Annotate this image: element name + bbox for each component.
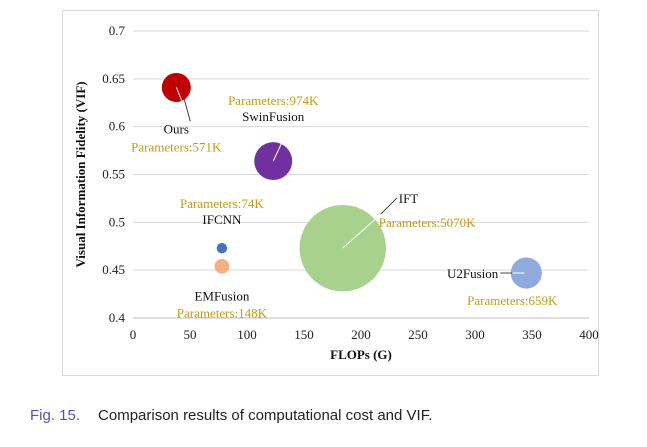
method-label-u2fusion: U2Fusion [447, 266, 499, 281]
params-label-swinfusion: Parameters:974K [228, 93, 319, 108]
y-tick-label: 0.45 [102, 262, 125, 277]
x-tick-label: 300 [465, 327, 485, 342]
x-tick-label: 50 [184, 327, 197, 342]
x-tick-label: 350 [522, 327, 542, 342]
y-tick-label: 0.4 [109, 310, 126, 325]
params-label-emfusion: Parameters:148K [177, 305, 268, 320]
bubble-swinfusion [254, 142, 293, 181]
caption-figure-number: Fig. 15. [30, 407, 81, 424]
leader-line-ift [342, 197, 400, 249]
params-label-ifcnn: Parameters:74K [180, 196, 264, 211]
method-label-ours: Ours [164, 121, 189, 136]
bubble-ifcnn [216, 242, 228, 254]
x-tick-label: 100 [237, 327, 257, 342]
y-tick-label: 0.55 [102, 167, 125, 182]
leader-line-swinfusion [272, 130, 288, 162]
bubble-emfusion [214, 258, 230, 274]
leader-line-ours-outer [183, 99, 191, 122]
method-label-ifcnn: IFCNN [202, 212, 242, 227]
bubble-u2fusion [510, 257, 542, 289]
x-tick-label: 400 [579, 327, 599, 342]
params-label-ours: Parameters:571K [131, 139, 222, 154]
figure-caption: Fig. 15. Comparison results of computatio… [30, 407, 432, 424]
leader-line-ours [175, 87, 191, 122]
chart-frame: 0.4 0.45 0.5 0.55 0.6 0.65 0.7 0 50 100 150 200 250 3… [62, 10, 599, 376]
y-tick-label: 0.65 [102, 71, 125, 86]
y-tick-label: 0.6 [109, 119, 126, 134]
x-tick-label: 150 [294, 327, 314, 342]
method-label-ift: IFT [399, 191, 419, 206]
y-tick-label: 0.5 [109, 214, 125, 229]
x-tick-label: 0 [130, 327, 137, 342]
caption-text: Comparison results of computational cost… [98, 407, 433, 424]
method-label-swinfusion: SwinFusion [242, 109, 305, 124]
params-label-u2fusion: Parameters:659K [467, 293, 558, 308]
x-tick-label: 250 [408, 327, 428, 342]
y-tick-label: 0.7 [109, 23, 126, 38]
y-axis-title: Visual Information Fidelity (VIF) [73, 81, 88, 267]
params-label-ift: Parameters:5070K [379, 215, 476, 230]
x-tick-label: 200 [351, 327, 371, 342]
x-axis-title: FLOPs (G) [330, 347, 392, 362]
method-label-emfusion: EMFusion [194, 288, 249, 303]
leader-line-ift-outer [380, 197, 398, 215]
bubble-chart: 0.4 0.45 0.5 0.55 0.6 0.65 0.7 0 50 100 150 200 250 3… [73, 23, 599, 362]
